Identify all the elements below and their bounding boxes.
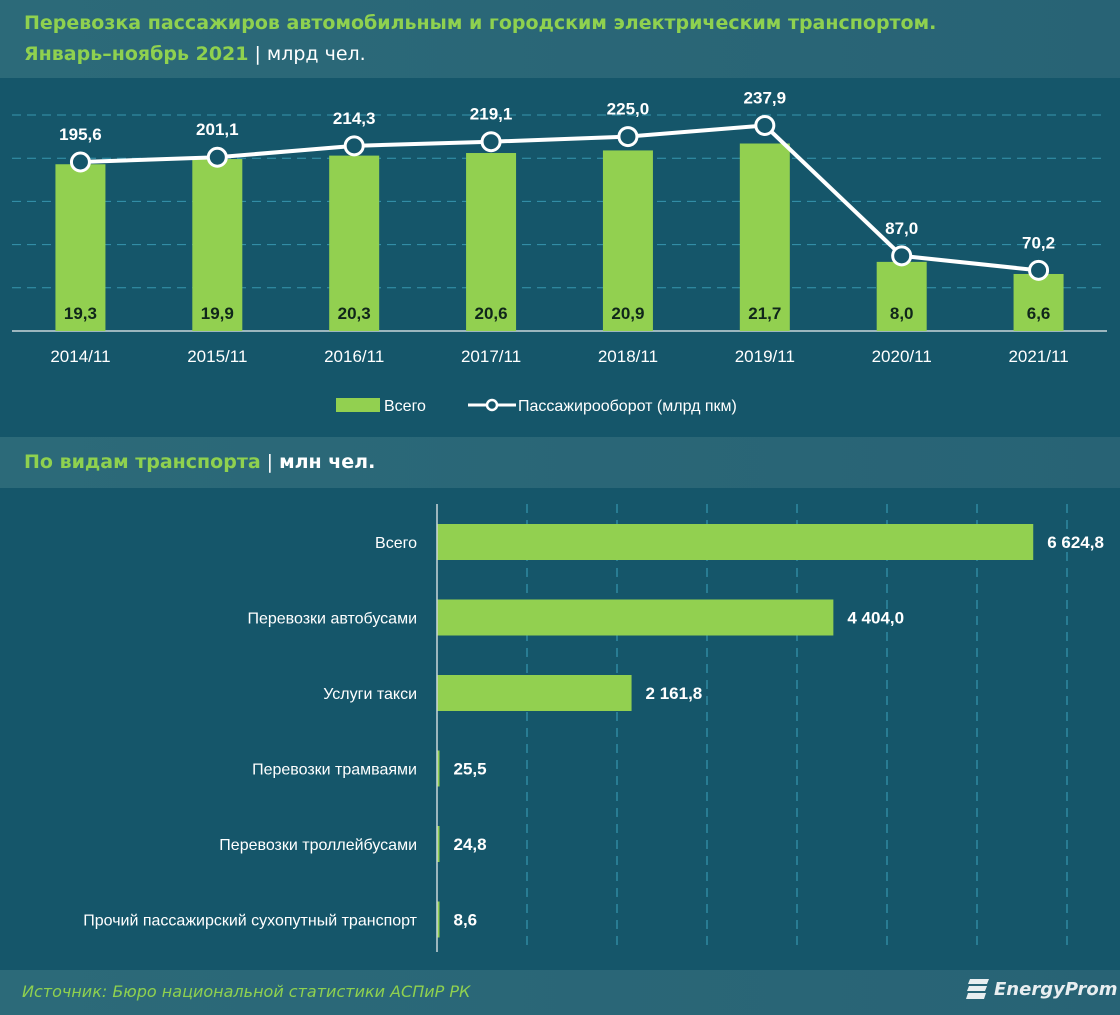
x-tick-label: 2015/11 — [187, 347, 247, 366]
bar — [466, 153, 517, 331]
legend-bar-label: Всего — [384, 398, 426, 415]
horizontal-bar-chart: Всего Перевозки автобусами Услуги такси Пер… — [83, 504, 1104, 952]
x-tick-label: 2016/11 — [324, 347, 384, 366]
chart-unit: млрд чел. — [266, 43, 366, 65]
category-label: Перевозки троллейбусами — [219, 837, 417, 854]
bar-value-label: 2 161,8 — [646, 684, 703, 703]
x-tick-label: 2014/11 — [50, 347, 110, 366]
section-title-text: По видам транспорта — [24, 451, 261, 473]
line-point — [617, 126, 639, 148]
category-label: Прочий пассажирский сухопутный транспорт — [83, 913, 417, 930]
bar — [602, 150, 653, 331]
line-value-label: 87,0 — [885, 219, 918, 238]
category-label: Услуги такси — [323, 686, 417, 703]
bar — [55, 164, 106, 331]
line-point — [754, 114, 776, 136]
line-point — [343, 135, 365, 157]
bar — [437, 750, 440, 787]
chart-title-line1: Перевозка пассажиров автомобильным и гор… — [24, 12, 937, 34]
bar — [329, 155, 380, 331]
legend-line-marker-icon — [485, 398, 499, 412]
bar-value-label: 19,9 — [201, 304, 234, 323]
legend-bar-swatch — [336, 398, 380, 412]
bar-value-label: 21,7 — [748, 304, 781, 323]
bar — [437, 599, 834, 636]
bar — [739, 143, 790, 331]
x-tick-label: 2017/11 — [461, 347, 521, 366]
bar-value-label: 25,5 — [454, 760, 487, 779]
line-point — [206, 146, 228, 168]
footer-band — [0, 970, 1120, 1015]
combo-chart: 19,3 19,9 20,3 20,6 20,9 21,7 8,0 6,6 195,6 201,1… — [12, 88, 1107, 415]
chart-title-line2: Январь–ноябрь 2021 | млрд чел. — [24, 43, 366, 65]
bar — [437, 901, 440, 938]
line-point — [69, 151, 91, 173]
section-unit: млн чел. — [279, 451, 376, 473]
x-tick-label: 2020/11 — [872, 347, 932, 366]
chart-period: Январь–ноябрь 2021 — [24, 43, 249, 65]
bar — [437, 524, 1034, 560]
source-note: Источник: Бюро национальной статистики А… — [22, 982, 471, 1001]
line-value-label: 237,9 — [744, 88, 787, 107]
bar-value-label: 8,6 — [454, 911, 478, 930]
line-value-label: 195,6 — [59, 125, 102, 144]
category-label: Перевозки трамваями — [252, 762, 417, 779]
section-band: По видам транспорта | млн чел. — [0, 437, 1120, 488]
line-point — [480, 131, 502, 153]
x-tick-label: 2018/11 — [598, 347, 658, 366]
line-value-label: 70,2 — [1022, 233, 1055, 252]
title-separator: | — [254, 43, 261, 65]
line-point — [1028, 259, 1050, 281]
bar-value-label: 6,6 — [1027, 304, 1051, 323]
bar — [437, 675, 632, 711]
header-band: Перевозка пассажиров автомобильным и гор… — [0, 0, 1120, 78]
line-value-label: 201,1 — [196, 120, 239, 139]
section-separator: | — [266, 451, 274, 473]
energyprom-logo: EnergyProm — [966, 978, 1117, 1000]
bar-value-label: 6 624,8 — [1047, 533, 1104, 552]
line-value-label: 219,1 — [470, 105, 513, 124]
line-value-label: 214,3 — [333, 109, 376, 128]
energyprom-logo-icon — [966, 979, 989, 999]
bar-value-label: 20,9 — [611, 304, 644, 323]
bar-value-label: 8,0 — [890, 304, 914, 323]
bar-value-label: 19,3 — [64, 304, 97, 323]
bar-value-label: 24,8 — [454, 835, 487, 854]
logo-text: EnergyProm — [994, 978, 1118, 1000]
x-tick-label: 2021/11 — [1008, 347, 1068, 366]
bar-value-label: 20,6 — [475, 304, 508, 323]
line-point — [891, 245, 913, 267]
bar-value-label: 4 404,0 — [847, 609, 904, 628]
category-label: Перевозки автобусами — [247, 611, 417, 628]
bar — [1013, 273, 1064, 331]
line-series — [80, 123, 1039, 273]
line-value-label: 225,0 — [607, 100, 650, 119]
bar — [437, 826, 440, 862]
bar — [192, 159, 243, 331]
section-title: По видам транспорта | млн чел. — [24, 451, 375, 473]
legend-line-label: Пассажирооборот (млрд пкм) — [518, 398, 737, 415]
bar-value-label: 20,3 — [338, 304, 371, 323]
x-tick-label: 2019/11 — [735, 347, 795, 366]
bar — [876, 261, 927, 331]
category-label: Всего — [375, 535, 417, 552]
